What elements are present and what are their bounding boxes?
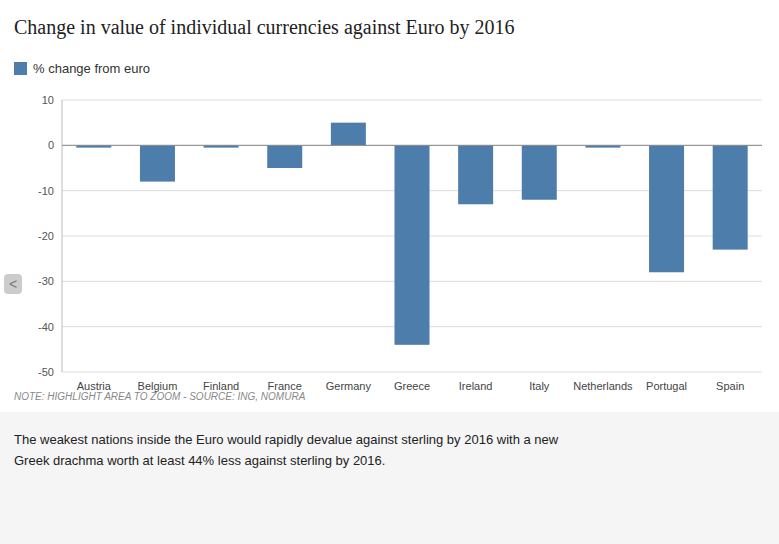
bar (713, 145, 748, 249)
bar (458, 145, 493, 204)
bars (76, 123, 747, 345)
chart: Change in value of individual currencies… (0, 0, 779, 544)
y-tick-label: -10 (38, 185, 54, 197)
title: Change in value of individual currencies… (14, 16, 514, 39)
nav-arrow-bg (4, 274, 22, 294)
y-tick-label: -20 (38, 230, 54, 242)
x-tick-label: Portugal (646, 380, 687, 392)
y-tick-label: 0 (48, 139, 54, 151)
bar (267, 145, 302, 168)
x-tick-label: Germany (326, 380, 372, 392)
x-tick-label: Netherlands (573, 380, 633, 392)
bar (395, 145, 430, 344)
y-tick-label: -40 (38, 321, 54, 333)
legend: % change from euro (14, 61, 150, 76)
nav-arrow: < (4, 274, 22, 294)
x-tick-label: Ireland (459, 380, 493, 392)
footnote: The weakest nations inside the Euro woul… (14, 432, 559, 468)
bar (522, 145, 557, 199)
y-tick-label: -30 (38, 275, 54, 287)
zero-line (62, 145, 762, 146)
grid-line (62, 372, 762, 373)
y-axis-line (62, 100, 63, 372)
footnote-line: Greek drachma worth at least 44% less ag… (14, 453, 385, 468)
y-tick-label: -50 (38, 366, 54, 378)
footnote-line: The weakest nations inside the Euro woul… (14, 432, 559, 447)
legend-swatch (14, 62, 27, 75)
x-tick-label: Spain (716, 380, 744, 392)
grid-line (62, 145, 762, 146)
bar (331, 123, 366, 146)
y-tick-label: 10 (42, 94, 54, 106)
x-tick-label: Greece (394, 380, 430, 392)
footnote-bg (0, 412, 779, 544)
legend-label: % change from euro (33, 61, 150, 76)
grid-line (62, 100, 762, 101)
x-tick-label: Italy (529, 380, 550, 392)
grid: -50 -40 -30 -20 -10 0 10 (38, 94, 762, 378)
bar (140, 145, 175, 181)
bar (649, 145, 684, 272)
nav-arrow-label: < (9, 276, 17, 292)
note: NOTE: HIGHLIGHT AREA TO ZOOM - SOURCE: I… (14, 391, 306, 402)
